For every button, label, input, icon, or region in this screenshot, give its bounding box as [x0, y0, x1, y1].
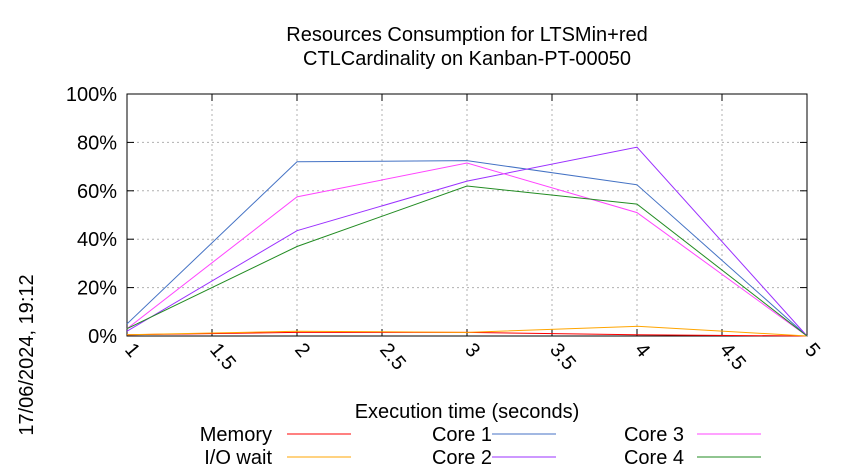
- x-tick-label: 2.5: [375, 339, 410, 374]
- x-tick-label: 3: [460, 339, 484, 362]
- x-tick-label: 3.5: [545, 339, 580, 374]
- timestamp-label: 17/06/2024, 19:12: [16, 274, 38, 435]
- x-tick-label: 5: [800, 339, 824, 362]
- legend-label: Core 3: [624, 424, 684, 446]
- x-tick-label: 1.5: [205, 339, 240, 374]
- series-line-core-4: [126, 185, 808, 337]
- chart-title-line1: Resources Consumption for LTSMin+red: [286, 24, 647, 46]
- x-tick-label: 1: [120, 339, 144, 362]
- y-axis-ticks: 0% 20% 40% 60% 80% 100%: [66, 84, 807, 348]
- legend-label: Core 1: [432, 424, 492, 446]
- series-line-core-2: [126, 146, 808, 337]
- chart-title-line2: CTLCardinality on Kanban-PT-00050: [303, 48, 631, 70]
- y-tick-label: 20%: [77, 278, 117, 300]
- legend-label: Core 4: [624, 447, 684, 469]
- y-tick-label: 80%: [77, 132, 117, 154]
- grid-lines: [126, 93, 808, 337]
- series-lines: [126, 146, 808, 337]
- legend-label: I/O wait: [204, 447, 272, 469]
- legend-label: Memory: [200, 424, 272, 446]
- y-tick-label: 40%: [77, 229, 117, 251]
- x-tick-label: 2: [290, 339, 314, 362]
- series-line-core-1: [126, 160, 808, 337]
- y-tick-label: 100%: [66, 84, 117, 106]
- series-line-core-3: [126, 162, 808, 337]
- x-tick-label: 4: [630, 339, 654, 362]
- y-tick-label: 60%: [77, 181, 117, 203]
- series-line-i-o-wait: [126, 325, 808, 337]
- legend-label: Core 2: [432, 447, 492, 469]
- x-axis-label: Execution time (seconds): [355, 401, 580, 423]
- y-tick-label: 0%: [88, 326, 117, 348]
- x-tick-label: 4.5: [715, 339, 750, 374]
